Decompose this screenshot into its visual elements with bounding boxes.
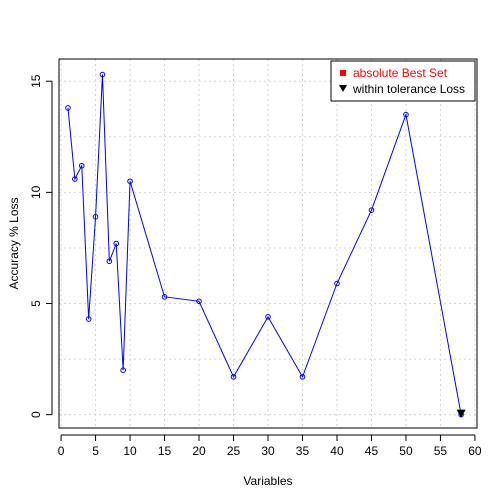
y-axis-title: Accuracy % Loss — [7, 197, 21, 289]
data-point — [368, 207, 375, 213]
x-tick-label: 55 — [434, 444, 448, 458]
grid-lines — [59, 59, 477, 428]
x-tick-label: 15 — [158, 444, 172, 458]
legend: absolute Best Set within tolerance Loss — [330, 60, 476, 102]
x-tick-label: 45 — [365, 444, 379, 458]
data-point — [299, 374, 306, 380]
data-point — [106, 258, 113, 265]
data-point — [99, 71, 106, 78]
legend-square-icon — [340, 70, 346, 76]
x-tick-label: 0 — [58, 444, 65, 458]
data-point — [265, 314, 271, 320]
legend-box — [330, 60, 476, 102]
data-point — [161, 294, 168, 300]
data-point — [85, 316, 92, 322]
series-line — [67, 74, 462, 415]
x-axis-title: Variables — [243, 474, 292, 488]
data-series — [65, 71, 466, 418]
x-tick-label: 20 — [192, 444, 206, 458]
data-point — [92, 214, 99, 220]
y-tick-label: 5 — [29, 300, 43, 307]
data-point — [196, 298, 202, 305]
x-tick-label: 30 — [261, 444, 275, 458]
data-point — [120, 367, 126, 374]
axes: 0 5 10 15 20 25 30 35 40 45 50 55 60 0 5 10 15 — [29, 74, 482, 458]
x-tick-label: 25 — [227, 444, 241, 458]
x-tick-label: 40 — [330, 444, 344, 458]
x-tick-label: 5 — [92, 444, 99, 458]
data-point — [72, 176, 78, 182]
y-tick-label: 15 — [29, 74, 43, 88]
y-tick-label: 10 — [29, 185, 43, 199]
data-point — [230, 374, 237, 380]
x-tick-label: 60 — [468, 444, 482, 458]
data-point — [403, 111, 409, 118]
x-tick-label: 10 — [123, 444, 137, 458]
data-point — [78, 162, 85, 169]
data-point — [127, 178, 133, 185]
legend-label: absolute Best Set — [353, 66, 448, 80]
tolerance-marker — [456, 409, 466, 418]
data-point — [113, 240, 120, 247]
legend-label: within tolerance Loss — [352, 82, 465, 96]
data-point — [334, 280, 340, 287]
y-tick-label: 0 — [29, 411, 43, 418]
x-tick-label: 35 — [296, 444, 310, 458]
plot-area-border — [58, 58, 478, 429]
legend-triangle-icon — [339, 85, 347, 92]
x-tick-label: 50 — [399, 444, 413, 458]
data-point — [65, 105, 71, 111]
